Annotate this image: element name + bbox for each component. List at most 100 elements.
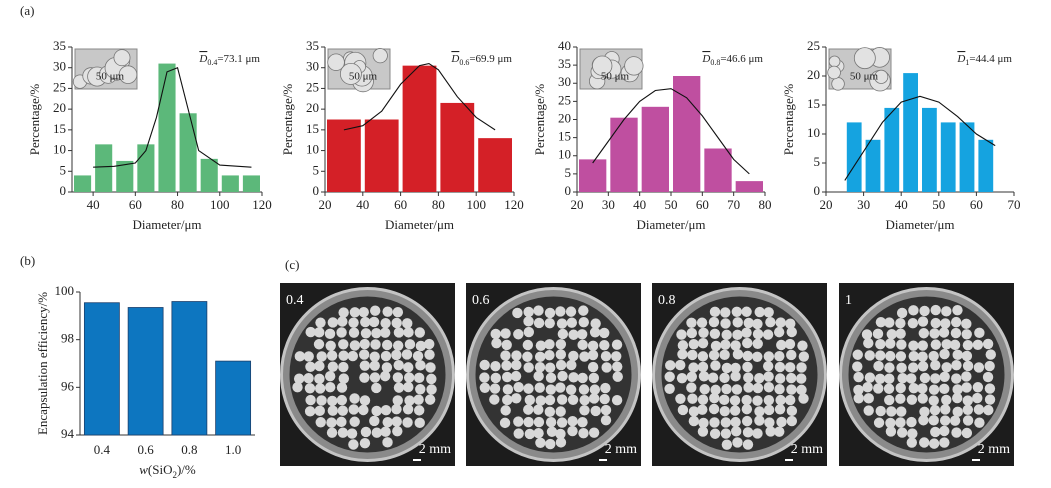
bead [305, 326, 316, 338]
bead [896, 427, 908, 438]
bead [576, 329, 588, 340]
bead [294, 351, 306, 362]
y-tick-label: 10 [807, 125, 820, 140]
bead [731, 306, 743, 317]
bead [731, 426, 742, 437]
bead [974, 327, 985, 339]
bead [491, 337, 502, 349]
bead [962, 360, 974, 372]
bead [720, 428, 732, 439]
bead [599, 393, 610, 405]
x-tick-label: 0.6 [138, 442, 155, 457]
y-axis-label: Percentage/% [280, 84, 295, 156]
bead [885, 426, 897, 437]
bead [533, 428, 544, 439]
x-tick-label: 60 [696, 197, 709, 212]
bead [555, 339, 567, 350]
bead [424, 338, 435, 350]
bead [348, 317, 359, 328]
bead [774, 426, 785, 437]
bead [798, 393, 809, 404]
bead [327, 317, 339, 328]
bead [404, 395, 415, 406]
annotation-symbol: D [956, 53, 965, 65]
bead [336, 382, 348, 393]
bead [974, 417, 985, 428]
bead [796, 362, 807, 373]
bead [939, 383, 950, 395]
bead [861, 329, 873, 340]
bead [676, 329, 687, 340]
bead [359, 338, 370, 350]
y-tick-label: 25 [558, 92, 571, 107]
bead [325, 340, 336, 351]
y-tick-label: 100 [55, 283, 75, 298]
bead [371, 382, 382, 394]
y-tick-label: 5 [814, 154, 821, 169]
bead [930, 317, 941, 329]
bead [853, 371, 864, 383]
bead [853, 393, 864, 404]
bead [382, 416, 393, 428]
bead [391, 349, 402, 361]
bead [404, 339, 416, 350]
bead [786, 372, 797, 384]
x-axis-label: Diameter/μm [636, 217, 705, 232]
bead [600, 404, 612, 416]
bead [721, 383, 732, 395]
bead [590, 318, 601, 329]
bead [763, 371, 774, 382]
bead [984, 394, 996, 405]
bead [754, 415, 765, 426]
bead [358, 306, 369, 318]
bead [752, 328, 764, 340]
bead [544, 406, 556, 418]
bead [696, 317, 708, 328]
bead [930, 426, 941, 438]
bead [743, 382, 754, 393]
bead [764, 417, 775, 428]
bead [490, 360, 501, 372]
bead [884, 394, 895, 406]
bead [349, 307, 361, 318]
bead [479, 359, 490, 371]
y-tick-label: 0 [313, 183, 320, 198]
bead [314, 327, 325, 338]
bead [743, 317, 754, 329]
bead [763, 351, 775, 362]
bead [688, 338, 699, 350]
bead [555, 437, 567, 448]
bead [928, 384, 940, 395]
bead [359, 372, 370, 383]
bead [741, 403, 753, 415]
annotation: D0.8=46.6 μm [701, 53, 763, 68]
bead [358, 349, 370, 360]
y-tick-label: 5 [313, 162, 320, 177]
bead [524, 428, 536, 440]
bead [939, 415, 951, 426]
bead [952, 304, 963, 316]
bead [885, 350, 896, 362]
bead [369, 360, 380, 371]
bead [961, 382, 972, 393]
bead [708, 350, 720, 361]
bead [313, 339, 325, 350]
bead [961, 318, 972, 330]
bead [533, 317, 545, 329]
bead [392, 307, 404, 318]
bead [908, 362, 919, 373]
bead [534, 382, 545, 393]
bead [699, 384, 710, 395]
bead [348, 439, 359, 450]
bead [512, 307, 523, 319]
bead [513, 428, 524, 439]
inset-image [327, 48, 391, 93]
y-tick-label: 15 [306, 121, 319, 136]
bead [347, 350, 359, 362]
bead [786, 415, 798, 427]
bead [424, 394, 436, 405]
bead [697, 426, 709, 437]
bead [314, 383, 326, 394]
bead [873, 383, 884, 394]
bead [314, 373, 325, 385]
